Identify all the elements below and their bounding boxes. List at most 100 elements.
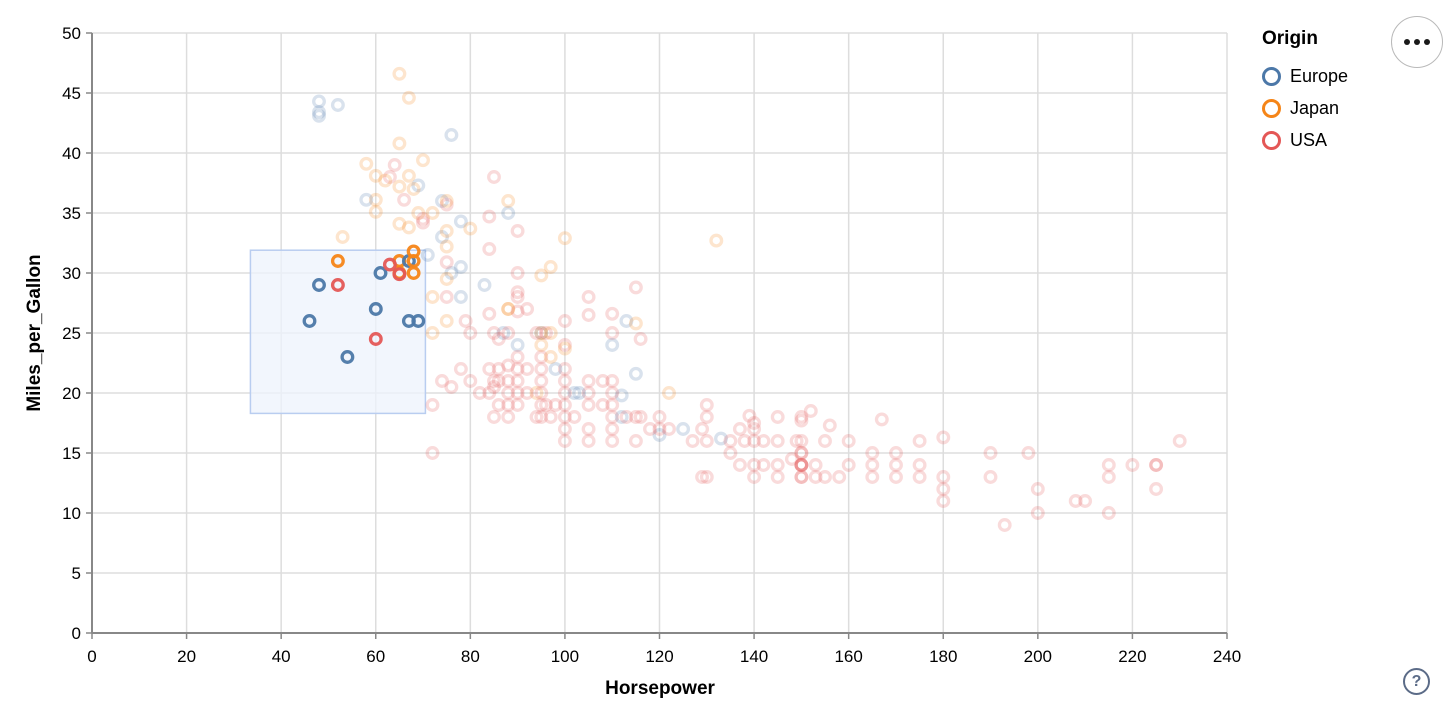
data-point [520,386,535,400]
options-menu-button[interactable] [1391,16,1443,68]
data-point [477,278,492,292]
data-point [491,398,506,412]
data-point [529,386,544,400]
data-point [818,434,832,448]
x-tick-label: 160 [834,647,862,666]
data-point [912,434,927,448]
data-point [723,446,738,460]
data-point [501,410,516,424]
data-point [534,374,549,388]
data-point [784,452,799,466]
data-point [595,398,610,412]
data-point [439,194,454,208]
data-point [382,170,397,184]
data-point [723,434,738,448]
data-point [699,398,714,412]
data-point [581,386,596,400]
data-point [1021,446,1036,460]
data-point [732,458,747,472]
data-point [501,194,516,208]
data-point [1149,482,1164,496]
data-point [534,268,549,283]
data-point [444,266,459,280]
data-point [628,366,643,381]
data-point [567,410,582,424]
data-point [794,458,809,472]
data-point [822,418,837,433]
data-point [501,358,516,373]
data-point [1101,458,1116,472]
data-point [510,386,525,400]
data-point [841,458,856,472]
data-point [983,470,998,484]
legend-item-usa: USA [1262,124,1348,156]
data-point [487,170,501,184]
data-point [747,470,762,484]
data-point [453,290,468,304]
data-point [510,224,525,238]
data-point [520,362,535,376]
x-tick-label: 80 [461,647,480,666]
data-point [411,206,426,220]
x-tick-label: 60 [366,647,385,666]
data-point [652,410,667,424]
data-point [803,404,818,418]
data-point [1068,494,1083,508]
data-point [1149,458,1164,472]
data-point [605,374,620,388]
menu-dot-icon [1414,39,1420,45]
data-point [794,458,809,472]
data-point [510,338,525,352]
data-point [605,398,620,412]
data-point [889,446,903,460]
data-point [643,422,657,436]
data-point [742,408,757,423]
data-point [425,206,440,220]
data-point [510,350,525,364]
data-point [699,470,714,484]
data-point [312,105,326,120]
x-tick-label: 0 [87,647,96,666]
data-point [581,434,596,448]
brush-selection-rect[interactable] [249,249,427,415]
data-point [534,362,549,376]
data-point [832,470,847,484]
data-point [662,386,676,400]
data-point [501,206,516,220]
data-point [619,314,634,328]
data-point [794,410,809,424]
data-point [794,458,809,472]
data-point [789,434,804,448]
data-point [330,254,345,268]
axes: 0 20 40 60 80 100 120 140 160 180 200 220 240 0 5 10 15 2… [62,24,1241,666]
data-point [936,482,951,496]
data-point [652,428,667,442]
data-point [510,374,525,388]
data-point [392,136,407,151]
data-point [605,338,620,352]
data-point [557,422,572,436]
data-point [714,431,728,446]
y-tick-label: 50 [62,24,81,43]
data-point [699,410,714,424]
data-point [510,290,525,304]
data-point [676,422,691,436]
data-point [439,290,454,304]
x-tick-label: 100 [551,647,579,666]
data-point [444,128,459,142]
x-tick-label: 40 [272,647,291,666]
data-point [534,398,549,412]
data-point [539,326,553,340]
legend-item-europe: Europe [1262,60,1348,92]
x-tick-label: 140 [740,647,768,666]
data-point [401,220,416,235]
menu-dot-icon [1404,39,1410,45]
data-point [534,326,549,340]
data-point [416,212,430,226]
data-point [312,278,326,292]
data-point [605,410,620,424]
data-point [581,422,596,436]
data-point [463,374,478,388]
help-button[interactable]: ? [1403,668,1430,695]
